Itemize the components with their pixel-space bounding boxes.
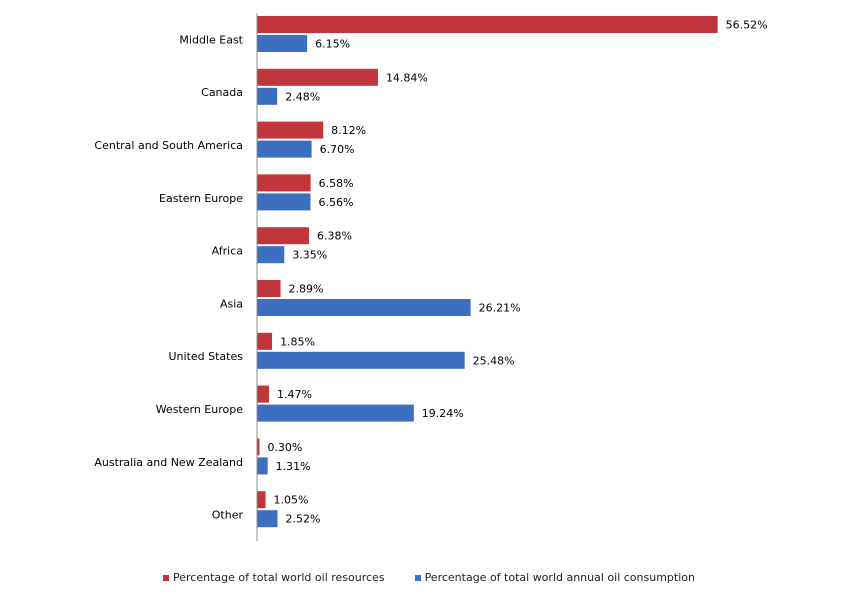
consumption-bar-middle-east: [257, 35, 308, 52]
resources-value-label-middle-east: 56.52%: [726, 19, 768, 32]
consumption-bar-united-states: [257, 351, 465, 369]
consumption-bar-africa: [257, 246, 285, 264]
legend-label-consumption: Percentage of total world annual oil con…: [424, 571, 695, 584]
consumption-value-label-other: 2.52%: [286, 513, 321, 526]
consumption-value-label-africa: 3.35%: [292, 249, 327, 262]
consumption-bar-western-europe: [257, 404, 414, 422]
resources-bar-central-and-south-america: [257, 121, 324, 139]
resources-value-label-eastern-europe: 6.58%: [319, 177, 354, 190]
legend-label-resources: Percentage of total world oil resources: [173, 571, 385, 584]
resources-bar-middle-east: [257, 16, 718, 33]
consumption-value-label-central-and-south-america: 6.70%: [320, 143, 355, 156]
consumption-bar-asia: [257, 299, 471, 316]
legend: Percentage of total world oil resources …: [0, 571, 858, 584]
resources-value-label-united-states: 1.85%: [280, 335, 315, 348]
category-label-other: Other: [212, 509, 244, 522]
consumption-value-label-eastern-europe: 6.56%: [318, 196, 353, 209]
consumption-bar-canada: [257, 87, 278, 105]
resources-value-label-other: 1.05%: [274, 494, 309, 507]
category-label-eastern-europe: Eastern Europe: [159, 192, 243, 205]
category-label-middle-east: Middle East: [179, 33, 243, 46]
consumption-value-label-middle-east: 6.15%: [315, 38, 350, 51]
resources-bar-other: [257, 491, 266, 509]
category-label-united-states: United States: [169, 350, 244, 363]
category-label-central-and-south-america: Central and South America: [94, 139, 243, 152]
resources-value-label-canada: 14.84%: [386, 71, 428, 84]
category-label-australia-and-new-zealand: Australia and New Zealand: [94, 456, 243, 469]
consumption-value-label-canada: 2.48%: [285, 90, 320, 103]
legend-swatch-consumption: [414, 574, 421, 581]
resources-value-label-asia: 2.89%: [289, 283, 324, 296]
category-labels-layer: Middle East Canada Central and South Ameri…: [94, 33, 243, 521]
resources-bar-canada: [257, 68, 378, 86]
resources-value-label-africa: 6.38%: [317, 230, 352, 243]
legend-item-resources: Percentage of total world oil resources: [163, 571, 385, 584]
category-label-africa: Africa: [212, 245, 243, 258]
consumption-value-label-asia: 26.21%: [479, 302, 521, 315]
resources-bar-australia-and-new-zealand: [257, 438, 260, 456]
resources-bar-united-states: [257, 332, 273, 350]
resources-bar-asia: [257, 280, 281, 297]
consumption-bar-australia-and-new-zealand: [257, 457, 268, 475]
category-label-western-europe: Western Europe: [156, 403, 244, 416]
consumption-value-label-australia-and-new-zealand: 1.31%: [276, 460, 311, 473]
consumption-bar-other: [257, 510, 278, 528]
resources-value-label-australia-and-new-zealand: 0.30%: [267, 441, 302, 454]
resources-bar-africa: [257, 227, 309, 245]
category-label-canada: Canada: [201, 86, 243, 99]
category-label-asia: Asia: [220, 297, 243, 310]
consumption-bar-eastern-europe: [257, 193, 311, 211]
consumption-value-label-united-states: 25.48%: [473, 354, 515, 367]
resources-value-label-western-europe: 1.47%: [277, 388, 312, 401]
resources-bar-eastern-europe: [257, 174, 311, 192]
bars-layer: [257, 16, 718, 528]
consumption-value-label-western-europe: 19.24%: [422, 407, 464, 420]
resources-value-label-central-and-south-america: 8.12%: [331, 124, 366, 137]
legend-item-consumption: Percentage of total world annual oil con…: [414, 571, 695, 584]
legend-swatch-resources: [163, 574, 169, 581]
value-labels-layer: 56.52% 6.15% 14.84% 2.48% 8.12% 6.70% 6.58% 6.5…: [267, 19, 767, 526]
consumption-bar-central-and-south-america: [257, 140, 312, 158]
resources-bar-western-europe: [257, 385, 269, 403]
